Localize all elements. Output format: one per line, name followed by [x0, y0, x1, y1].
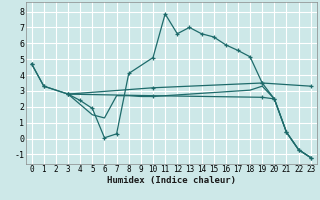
X-axis label: Humidex (Indice chaleur): Humidex (Indice chaleur)	[107, 176, 236, 185]
